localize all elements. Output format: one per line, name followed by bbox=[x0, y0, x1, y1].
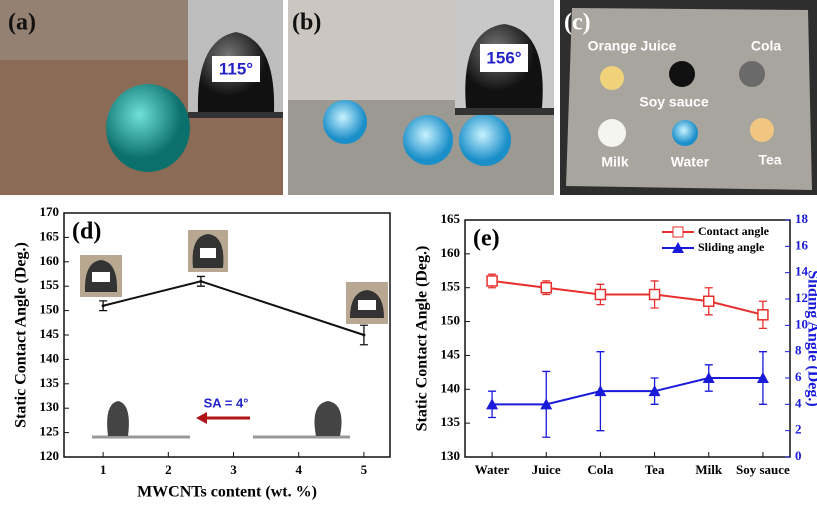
y-tick-label: 145 bbox=[441, 346, 461, 361]
y2-tick-label: 6 bbox=[795, 369, 802, 384]
contact-angle: 115° bbox=[219, 59, 253, 78]
panel-label: (c) bbox=[564, 10, 591, 36]
legend-marker bbox=[672, 242, 684, 253]
y2-tick-label: 2 bbox=[795, 422, 802, 437]
y-axis-label: Static Contact Angle (Deg.) bbox=[13, 242, 30, 428]
y-tick-label: 170 bbox=[40, 204, 60, 219]
x-tick-label: Soy sauce bbox=[736, 462, 790, 477]
y2-tick-label: 8 bbox=[795, 343, 802, 358]
panel-label: (d) bbox=[72, 219, 101, 245]
y-tick-label: 135 bbox=[40, 375, 60, 390]
panel-label: (b) bbox=[292, 10, 321, 36]
y2-tick-label: 10 bbox=[795, 316, 808, 331]
liquid-label: Orange Juice bbox=[588, 38, 677, 54]
liquid-label: Milk bbox=[601, 154, 628, 170]
y-tick-label: 155 bbox=[441, 279, 461, 294]
x-tick-label: Milk bbox=[695, 462, 722, 477]
x-tick-label: Water bbox=[475, 462, 510, 477]
x-tick-label: Cola bbox=[587, 462, 614, 477]
marker bbox=[362, 333, 366, 337]
y-tick-label: 140 bbox=[40, 350, 60, 365]
photo-c: Orange Juice Cola Soy sauce Milk Water T… bbox=[560, 0, 817, 195]
marker bbox=[199, 279, 203, 283]
y-tick-label: 160 bbox=[441, 245, 461, 260]
contact-angle: 156° bbox=[486, 48, 521, 67]
marker bbox=[648, 288, 661, 301]
x-tick-label: 5 bbox=[361, 462, 368, 477]
y-tick-label: 155 bbox=[40, 277, 60, 292]
y2-tick-label: 12 bbox=[795, 290, 808, 305]
marker bbox=[757, 309, 769, 321]
liquid-label: Tea bbox=[758, 152, 781, 168]
x-tick-label: Tea bbox=[645, 462, 665, 477]
panel-label: (e) bbox=[473, 226, 500, 252]
series-line bbox=[102, 280, 365, 336]
marker bbox=[594, 288, 607, 301]
droplet-insets bbox=[80, 230, 388, 439]
x-axis-label: MWCNTs content (wt. %) bbox=[137, 484, 317, 501]
marker bbox=[101, 304, 105, 308]
panel-label: (a) bbox=[8, 10, 36, 36]
y2-tick-label: 16 bbox=[795, 237, 809, 252]
y-tick-label: 150 bbox=[40, 302, 60, 317]
y-tick-label: 135 bbox=[441, 414, 461, 429]
x-tick-label: Juice bbox=[532, 462, 561, 477]
y2-tick-label: 14 bbox=[795, 264, 809, 279]
y2-tick-label: 4 bbox=[795, 395, 802, 410]
y-axis-label: Static Contact Angle (Deg.) bbox=[414, 246, 431, 432]
legend-label: Sliding angle bbox=[698, 240, 765, 254]
legend-marker bbox=[672, 226, 684, 238]
marker bbox=[594, 385, 607, 397]
liquid-label: Water bbox=[671, 154, 710, 170]
y-tick-label: 165 bbox=[40, 228, 60, 243]
marker bbox=[486, 275, 498, 287]
x-tick-label: 2 bbox=[165, 462, 172, 477]
x-tick-label: 3 bbox=[230, 462, 237, 477]
y-tick-label: 140 bbox=[441, 380, 461, 395]
y-tick-label: 160 bbox=[40, 253, 60, 268]
y2-axis-label: Sliding Angle (Deg.) bbox=[804, 270, 817, 406]
y-tick-label: 130 bbox=[40, 399, 60, 414]
liquid-label: Soy sauce bbox=[639, 94, 708, 110]
marker bbox=[756, 372, 769, 383]
marker bbox=[703, 295, 715, 308]
marker bbox=[648, 385, 661, 397]
x-tick-label: 4 bbox=[295, 462, 302, 477]
series-line bbox=[492, 377, 763, 406]
liquid-label: Cola bbox=[751, 38, 782, 54]
plot-frame bbox=[464, 219, 791, 458]
photo-a: 115° (a) bbox=[0, 0, 283, 195]
y-tick-label: 165 bbox=[441, 211, 461, 226]
y2-tick-label: 0 bbox=[795, 448, 802, 463]
y-tick-label: 150 bbox=[441, 313, 461, 328]
y2-tick-label: 18 bbox=[795, 211, 809, 226]
legend-label: Contact angle bbox=[698, 224, 770, 238]
y-tick-label: 130 bbox=[441, 448, 461, 463]
y-tick-label: 120 bbox=[40, 448, 60, 463]
series-line bbox=[491, 279, 764, 316]
marker bbox=[702, 372, 715, 383]
annotation: SA = 4° bbox=[204, 395, 249, 410]
marker bbox=[540, 398, 553, 410]
y-tick-label: 145 bbox=[40, 326, 60, 341]
y-tick-label: 125 bbox=[40, 424, 60, 439]
photo-b: 156° (b) bbox=[288, 0, 554, 195]
x-tick-label: 1 bbox=[100, 462, 107, 477]
marker bbox=[486, 398, 499, 410]
marker bbox=[540, 281, 552, 294]
